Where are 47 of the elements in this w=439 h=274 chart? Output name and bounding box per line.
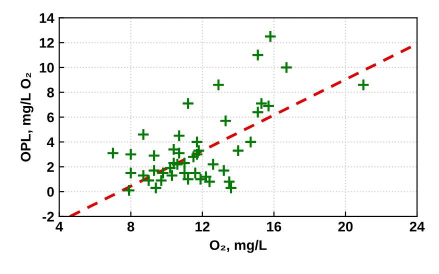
point bbox=[166, 169, 178, 182]
y-tick-label: -2 bbox=[42, 212, 54, 222]
point bbox=[190, 148, 204, 161]
point bbox=[172, 146, 186, 160]
y-tick-label: 14 bbox=[40, 13, 54, 23]
point bbox=[217, 164, 230, 177]
point bbox=[219, 114, 232, 128]
x-tick-label: 24 bbox=[410, 222, 425, 232]
point bbox=[122, 184, 136, 197]
y-tick-label: 4 bbox=[46, 137, 54, 147]
point bbox=[262, 100, 275, 112]
point bbox=[222, 175, 236, 188]
point bbox=[182, 97, 194, 110]
y-tick-label: 8 bbox=[47, 88, 54, 98]
y-tick-label: 0 bbox=[47, 186, 54, 197]
point bbox=[148, 164, 160, 177]
point bbox=[244, 136, 258, 148]
y-tick-label: 12 bbox=[40, 38, 54, 48]
point bbox=[251, 48, 264, 62]
x-tick-label: 16 bbox=[267, 222, 282, 232]
point bbox=[206, 158, 220, 171]
x-tick-label: 20 bbox=[338, 222, 353, 232]
point bbox=[124, 166, 138, 180]
point bbox=[136, 128, 150, 141]
x-tick-label: 8 bbox=[127, 222, 134, 232]
point bbox=[280, 61, 293, 74]
point bbox=[356, 78, 370, 92]
x-tick-label: 12 bbox=[196, 222, 210, 232]
point bbox=[148, 149, 160, 162]
x-axis-title: O₂, mg/L bbox=[210, 240, 267, 253]
point bbox=[142, 174, 156, 187]
y-tick-label: 10 bbox=[40, 62, 54, 73]
x-tick-label: 4 bbox=[56, 222, 64, 232]
point bbox=[167, 142, 180, 156]
point bbox=[178, 166, 191, 180]
point bbox=[106, 146, 120, 160]
point bbox=[190, 136, 204, 148]
y-tick-label: 6 bbox=[47, 112, 54, 122]
point bbox=[172, 129, 186, 142]
y-axis-title: OPL, mg/L O₂ bbox=[20, 72, 34, 162]
point bbox=[232, 144, 245, 158]
y-tick-label: 2 bbox=[47, 162, 54, 172]
point bbox=[212, 78, 225, 92]
point bbox=[124, 148, 138, 161]
point bbox=[264, 30, 277, 43]
point bbox=[224, 181, 238, 194]
point bbox=[136, 169, 150, 182]
